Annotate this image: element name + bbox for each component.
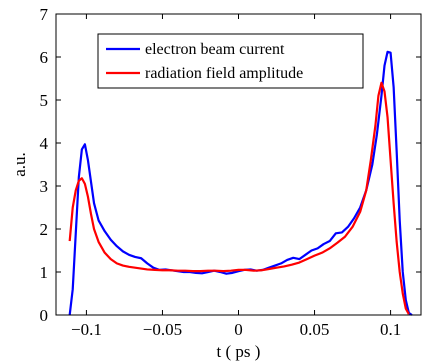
x-tick-label: 0.05 <box>300 320 330 339</box>
x-tick-label: 0.1 <box>380 320 401 339</box>
y-tick-label: 2 <box>40 220 49 239</box>
x-axis-label: t ( ps ) <box>217 342 261 361</box>
legend: electron beam current radiation field amp… <box>97 33 364 89</box>
x-tick-label: −0.1 <box>71 320 102 339</box>
legend-label: radiation field amplitude <box>145 65 303 82</box>
y-axis-label: a.u. <box>10 152 29 177</box>
x-tick-label: −0.05 <box>143 320 182 339</box>
series-layer <box>68 50 413 316</box>
series-line-radiation-field-amplitude <box>68 81 410 315</box>
y-tick-label: 4 <box>40 134 49 153</box>
y-tick-label: 7 <box>40 5 49 24</box>
x-tick-label: 0 <box>234 320 243 339</box>
y-tick-label: 0 <box>40 306 49 325</box>
series-line-electron-beam-current <box>68 50 413 316</box>
y-tick-label: 6 <box>40 48 49 67</box>
labels-layer: −0.1 −0.05 0 0.05 0.1 0 1 2 3 4 5 6 7 <box>40 5 402 339</box>
legend-box <box>97 33 364 89</box>
ticks-layer <box>56 13 421 316</box>
legend-label: electron beam current <box>145 41 285 58</box>
y-tick-label: 3 <box>40 177 49 196</box>
y-tick-label: 1 <box>40 263 49 282</box>
y-tick-label: 5 <box>40 91 49 110</box>
